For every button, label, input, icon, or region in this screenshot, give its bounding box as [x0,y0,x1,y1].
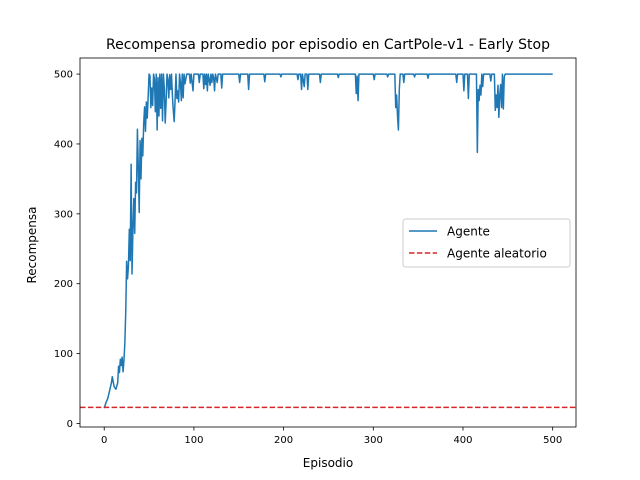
plot-area [79,57,577,428]
x-tick-label: 200 [274,435,293,446]
y-axis-label: Recompensa [25,206,39,283]
y-tick-label: 200 [54,279,73,290]
x-tick-label: 400 [453,435,472,446]
chart-title: Recompensa promedio por episodio en Cart… [106,37,550,53]
y-tick-label: 100 [54,349,73,360]
legend-label-0: Agente [447,225,490,239]
legend: Agente Agente aleatorio [402,218,571,268]
legend-box [402,218,571,268]
y-tick-label: 300 [54,209,73,220]
plot-frame [79,57,577,428]
y-tick-label: 0 [67,419,73,430]
x-tick-label: 100 [184,435,203,446]
series-line-0 [103,73,553,409]
y-tick-label: 400 [54,139,73,150]
y-axis: 0 100 200 300 400 500 [54,70,80,430]
x-axis: 0 100 200 300 400 500 [101,427,562,446]
x-tick-label: 500 [543,435,562,446]
x-tick-label: 300 [364,435,383,446]
legend-label-1: Agente aleatorio [447,247,547,261]
x-axis-label: Episodio [303,456,353,470]
y-tick-label: 500 [54,70,73,81]
x-tick-label: 0 [101,435,107,446]
